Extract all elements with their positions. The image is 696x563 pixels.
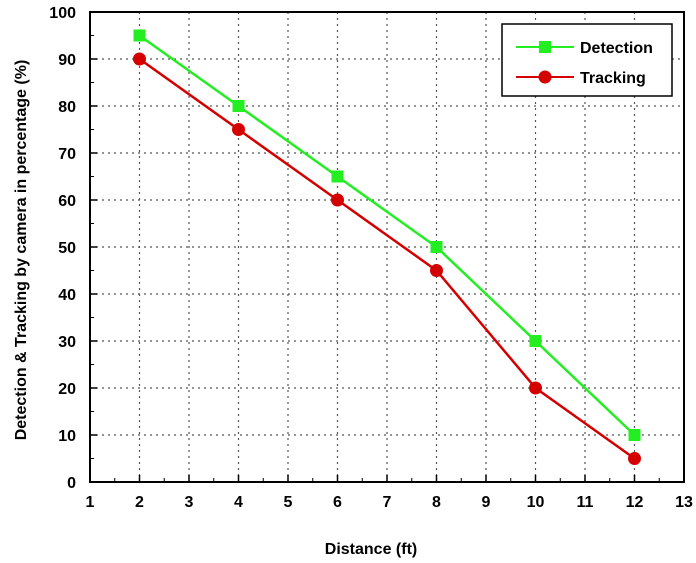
x-tick-label: 12 xyxy=(626,494,644,511)
data-point-detection xyxy=(232,100,245,112)
data-point-detection xyxy=(529,335,542,347)
legend-label-tracking: Tracking xyxy=(580,70,646,87)
y-tick-label: 100 xyxy=(49,5,76,22)
y-tick-labels: 0 10 20 30 40 50 60 70 80 90 100 xyxy=(49,5,76,492)
data-point-tracking xyxy=(529,381,542,395)
data-point-detection xyxy=(628,429,641,441)
y-tick-label: 20 xyxy=(58,381,76,398)
x-tick-label: 3 xyxy=(185,494,194,511)
x-tick-label: 6 xyxy=(333,494,342,511)
y-tick-label: 30 xyxy=(58,334,76,351)
series-line-detection xyxy=(138,34,636,436)
legend: Detection Tracking xyxy=(501,23,673,97)
y-tick-label: 80 xyxy=(58,99,76,116)
x-tick-label: 7 xyxy=(383,494,392,511)
data-point-tracking xyxy=(232,123,245,136)
x-tick-label: 8 xyxy=(432,494,441,511)
x-tick-label: 2 xyxy=(135,494,144,511)
data-point-tracking xyxy=(331,193,344,207)
data-point-detection xyxy=(430,241,443,253)
x-tick-label: 9 xyxy=(482,494,491,511)
y-axis-title: Detection & Tracking by camera in percen… xyxy=(13,60,30,441)
y-tick-label: 90 xyxy=(58,52,76,69)
y-tick-label: 10 xyxy=(58,428,76,445)
y-tick-label: 60 xyxy=(58,193,76,210)
legend-marker-tracking xyxy=(538,70,552,84)
data-point-tracking xyxy=(628,452,641,465)
x-tick-label: 10 xyxy=(527,494,545,511)
data-point-tracking xyxy=(133,52,146,66)
y-tick-label: 70 xyxy=(58,146,76,163)
x-tick-label: 5 xyxy=(284,494,293,511)
y-tick-label: 0 xyxy=(67,475,76,492)
x-tick-labels: 1 2 3 4 5 6 7 8 9 10 11 12 13 xyxy=(86,494,693,511)
legend-marker-detection xyxy=(539,41,551,53)
x-tick-label: 1 xyxy=(86,494,95,511)
plot-frame xyxy=(89,11,685,483)
x-tick-label: 13 xyxy=(675,494,693,511)
data-point-tracking xyxy=(430,264,443,277)
data-point-detection xyxy=(331,170,344,183)
legend-box xyxy=(501,23,673,97)
x-tick-label: 4 xyxy=(234,494,243,511)
y-tick-label: 50 xyxy=(58,240,76,257)
legend-label-detection: Detection xyxy=(580,40,653,57)
x-axis-title: Distance (ft) xyxy=(325,541,417,558)
data-point-detection xyxy=(133,29,146,42)
series-layer xyxy=(133,29,641,465)
series-line-tracking xyxy=(138,57,636,460)
y-tick-label: 40 xyxy=(58,287,76,304)
x-tick-label: 11 xyxy=(577,494,594,511)
